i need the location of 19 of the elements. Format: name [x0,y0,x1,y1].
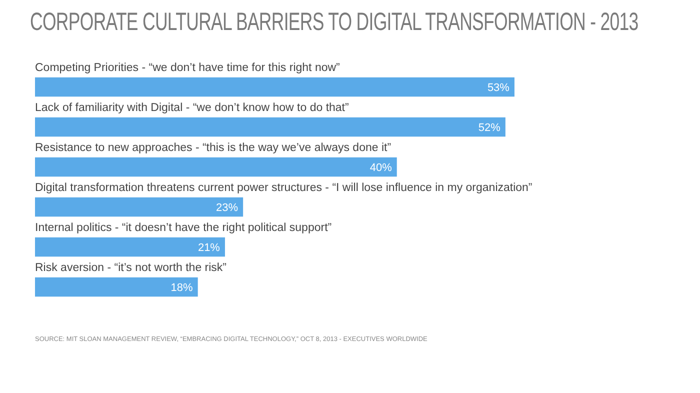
y-tick-label: Digital transformation threatens current power structures - “I will lose influence in my organization” [35,182,532,194]
bar [35,117,506,137]
bar [35,157,397,177]
y-tick-label: Internal politics - “it doesn’t have the right political support” [35,222,332,234]
data-label: 18% [170,282,194,294]
y-tick-label: Competing Priorities - “we don’t have time for this right now” [35,62,340,74]
data-label: 21% [198,242,220,254]
data-label: 40% [370,162,392,174]
bar [35,197,244,217]
data-label: 53% [487,82,510,94]
bar [35,77,514,97]
y-tick-label: Risk aversion - “it’s not worth the risk” [35,262,227,274]
data-label: 23% [216,202,238,214]
bar [35,277,198,297]
y-tick-label: Lack of familiarity with Digital - “we don’t know how to do that” [35,102,349,114]
y-tick-label: Resistance to new approaches - “this is the way we’ve always done it” [35,142,392,154]
data-label: 52% [478,122,501,134]
bar [35,237,225,257]
chart-title: CORPORATE CULTURAL BARRIERS TO DIGITAL TRANSFORMATION - 2013 [30,8,638,37]
